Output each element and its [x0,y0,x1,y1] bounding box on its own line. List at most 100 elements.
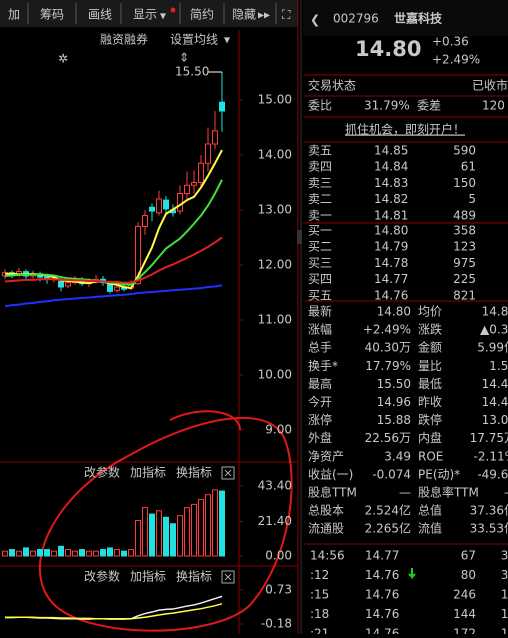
y-tick-label: -0.18 [261,617,292,631]
indicator-button[interactable]: 改参数 [84,465,120,480]
indicator-button[interactable]: 改参数 [84,569,120,584]
tick-cell: 67 [461,549,476,563]
ask-label: 卖五 [308,144,332,158]
volume-bar [16,550,22,557]
volume-bar [93,550,99,557]
ask-price: 14.83 [374,176,408,190]
candle-body [114,286,120,291]
bid-volume: 821 [453,288,476,302]
stat-label: 金额 [418,340,442,355]
tick-cell: 14.77 [365,549,399,563]
bid-label: 买四 [308,272,332,286]
candle-body [58,281,64,288]
close-buttons[interactable] [221,466,235,584]
volume-bar [58,545,64,557]
ratio: 120 [482,99,505,113]
volume-bar [100,549,106,557]
y-tick-label: 0.73 [265,583,292,597]
toolbar-button[interactable]: 隐藏 [232,8,256,22]
ask-volume: 61 [461,160,476,174]
ask-label: 卖一 [308,208,332,222]
indicator-line [5,603,223,620]
volume-bar [72,550,78,557]
dropdown-arrow: ▾ [160,9,166,23]
chart-link[interactable]: 融资融券 [100,32,148,47]
down-arrow [408,568,416,580]
alert-dot [170,7,176,13]
y-tick-label: 21.40 [258,514,292,528]
volume-bar [128,549,134,557]
tick-cell: :15 [310,588,329,602]
tick-cell: :12 [310,568,329,582]
volume-bar [205,494,211,557]
tick-cell: 14.76 [365,627,399,635]
stat-value: 17.75万 [470,431,508,445]
stat-value: 14.42 [482,377,508,391]
y-tick-label: 13.00 [258,203,292,217]
stock-code: 002796 [333,12,379,26]
volume-bar [114,549,120,557]
stat-value: — [399,486,411,500]
y-tick-label: 10.00 [258,368,292,382]
tick-cell: 14.76 [365,588,399,602]
price: 14.80 [355,37,421,61]
promo-link[interactable]: 抓住机会，即刻开户！ [345,122,465,137]
bid-price: 14.77 [374,272,408,286]
indicator-button[interactable]: 加指标 [130,569,166,584]
tick-cell: 246 [453,588,476,602]
tick-cell: 14.76 [365,607,399,621]
stat-label: 涨幅 [308,322,332,337]
event-marker: ⇕ [179,51,189,65]
indicator-button[interactable]: 换指标 [176,465,212,480]
volume-bar [79,549,85,557]
stat-label: 涨跌 [418,322,442,337]
stat-label: 最高 [308,376,332,391]
bid-volume: 975 [453,256,476,270]
candle-body [156,198,162,214]
volume-bar [86,550,92,557]
y-tick-label: 43.40 [258,479,292,493]
indicator-button[interactable]: 加指标 [130,465,166,480]
toolbar-button[interactable]: 画线 [88,8,112,22]
volume-bar [184,507,190,557]
ratio: 委比 [308,99,332,113]
y-tick-label: 0.00 [265,549,292,563]
volume-bar [191,503,197,557]
label: 交易状态 [308,78,356,93]
volume-bar [142,507,148,557]
chart-link[interactable]: 设置均线 [170,33,218,47]
candle-body [198,162,204,183]
ask-price: 14.81 [374,208,408,222]
ask-label: 卖三 [308,176,332,190]
stat-value: 13.00 [482,413,508,427]
bid-price: 14.76 [374,288,408,302]
bid-label: 买二 [308,240,332,254]
expand-icon[interactable]: ⛶ [281,8,291,22]
candle-body [177,193,183,212]
ask-price: 14.84 [374,160,408,174]
toolbar-button[interactable]: 显示 [133,8,157,22]
value: 已收市 [472,78,508,93]
candle-body [205,143,211,164]
bid-price: 14.78 [374,256,408,270]
tick-cell: 14:56 [310,549,345,563]
stat-value: 14.80 [482,305,508,319]
ratio: 委差 [417,99,441,113]
tick-cell: 172 [453,627,476,635]
toolbar-button[interactable]: 加 [8,8,20,22]
stat-label: 流通股 [308,522,344,536]
indicator-button[interactable]: 换指标 [176,569,212,584]
back-arrow[interactable]: ❮ [310,13,320,27]
toolbar-button[interactable]: 筹码 [40,8,64,22]
more-arrow[interactable]: ▸▸ [258,8,270,22]
dropdown-arrow: ▾ [224,33,230,47]
stat-value: 14.44 [482,395,508,409]
ask-volume: 489 [453,208,476,222]
stat-label: 净资产 [308,449,344,463]
bid-volume: 123 [453,240,476,254]
hand-drawn-circle [39,410,293,632]
splitter-handle[interactable] [297,230,302,244]
ratio: 31.79% [364,99,410,113]
toolbar-button[interactable]: 简约 [190,7,214,22]
